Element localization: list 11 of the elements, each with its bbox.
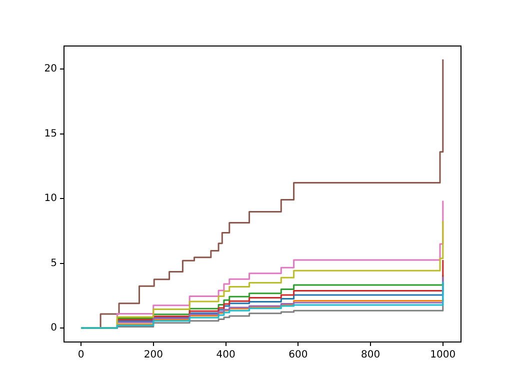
x-tick-label: 1000 — [430, 350, 456, 361]
y-tick-label: 0 — [50, 322, 57, 334]
y-tick-label: 5 — [50, 258, 57, 269]
y-tick-label: 10 — [44, 193, 57, 204]
x-tick-label: 0 — [78, 350, 84, 361]
y-tick-label: 15 — [44, 128, 57, 140]
x-tick-label: 400 — [216, 350, 236, 361]
x-tick-label: 800 — [360, 350, 380, 361]
x-tick-label: 200 — [144, 350, 163, 361]
x-tick-label: 600 — [288, 350, 308, 361]
y-tick-label: 20 — [44, 64, 57, 75]
